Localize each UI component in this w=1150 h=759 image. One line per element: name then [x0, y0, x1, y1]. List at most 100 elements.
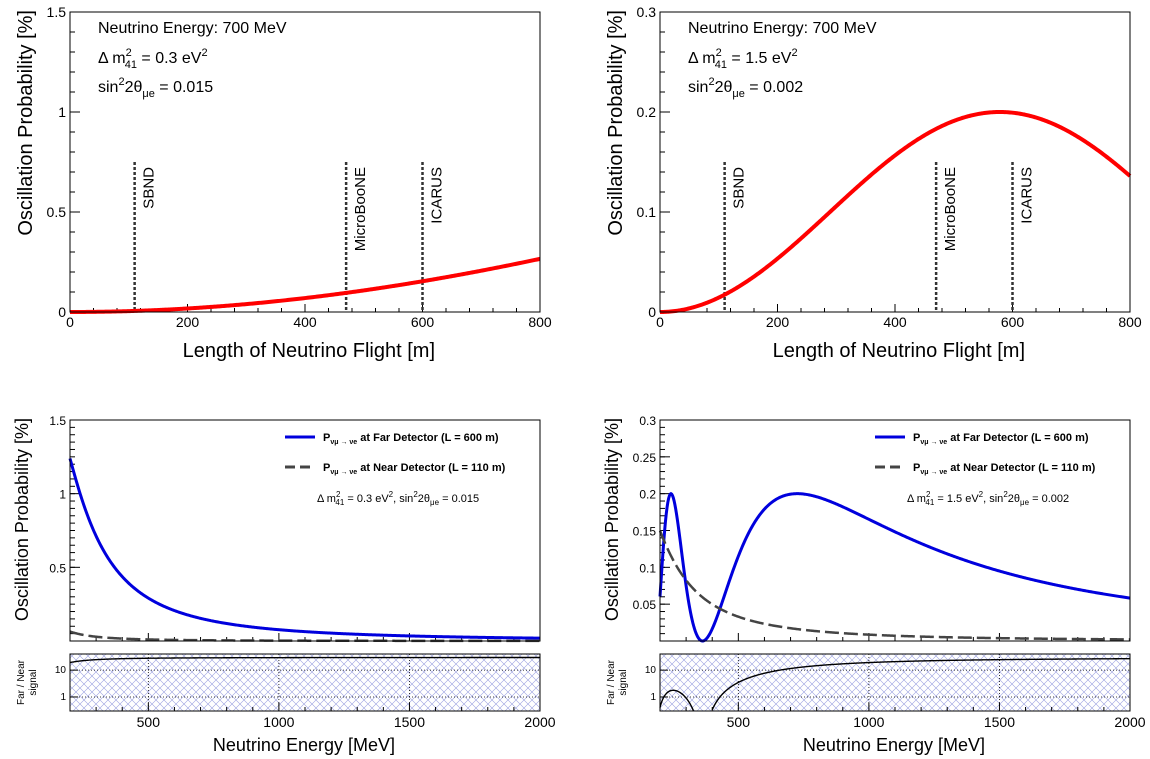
text-part: sin	[98, 79, 118, 96]
ratio-y-title-1: Far / Near	[606, 659, 617, 705]
text-part: νμ → νe	[330, 469, 357, 476]
y-tick-label: 1	[58, 104, 66, 120]
y-tick-label: 0.1	[639, 561, 656, 575]
chart-br: 0.05 0.1 0.15 0.2 0.25 0.3 Pνμ → νe at Far Det…	[602, 414, 1146, 755]
text-part: 41	[125, 59, 137, 71]
ratio-y-title-1: Far / Near	[16, 659, 27, 705]
y-tick-label: 0	[648, 304, 656, 320]
x-tick-label: 800	[528, 314, 552, 330]
text-part: at Far Detector (L = 600 m)	[947, 432, 1089, 444]
y-tick-label: 0	[58, 304, 66, 320]
text-part: at Far Detector (L = 600 m)	[357, 432, 499, 444]
detector-label: MicroBooNE	[942, 167, 959, 251]
x-tick-label: 200	[766, 314, 790, 330]
text-part: P	[913, 462, 920, 474]
y-tick-label: 0.15	[633, 525, 657, 539]
ratio-y-tick-label: 1	[60, 692, 66, 703]
detector-label: MicroBooNE	[352, 167, 369, 251]
text-part: Δ m	[317, 493, 336, 505]
ratio-hatch-band	[660, 654, 1130, 711]
annotation-mixing: sin22θμe = 0.002	[688, 76, 803, 100]
text-part: = 0.015	[439, 493, 479, 505]
annotation-energy: Neutrino Energy: 700 MeV	[688, 20, 877, 37]
legend: Pνμ → νe at Far Detector (L = 600 m)Pνμ …	[285, 432, 506, 476]
y-axis-title: Oscillation Probability [%]	[605, 10, 627, 236]
text-part: , sin	[983, 493, 1003, 505]
y-tick-label: 0.25	[633, 451, 657, 465]
text-part: = 0.3 eV	[344, 493, 389, 505]
ratio-pad: 1 10 500 1000 1500 2000 Far / Near signal	[16, 653, 556, 730]
y-tick-label: 1.5	[47, 4, 67, 20]
text-part: μe	[732, 88, 744, 100]
y-tick-label: 0.05	[633, 598, 657, 612]
y-tick-label: 1.5	[49, 414, 66, 428]
x-axis-title: Neutrino Energy [MeV]	[213, 735, 395, 755]
text-part: = 0.3 eV	[137, 50, 202, 67]
series-line-probability	[70, 256, 541, 314]
text-part: νμ → νe	[330, 439, 357, 446]
annotation-dm2: Δ m2 41 = 0.3 eV2	[98, 47, 208, 71]
y-tick-label: 0.1	[637, 204, 657, 220]
x-tick-label: 1000	[853, 714, 884, 730]
x-tick-label: 1500	[984, 714, 1015, 730]
y-tick-label: 0.3	[639, 414, 656, 428]
chart-tl: 0 200 400 600 800 0 0.5 1 1.5 SBND MicroBooNE ICARU…	[15, 4, 552, 362]
ratio-y-tick-label: 10	[55, 665, 67, 676]
legend-label-1: Pνμ → νe at Near Detector (L = 110 m)	[323, 462, 506, 476]
text-part: 41	[925, 498, 934, 507]
y-tick-label: 1	[59, 488, 66, 502]
text-part: 2	[126, 47, 132, 59]
series-line-far	[658, 491, 1131, 643]
x-tick-label: 200	[176, 314, 200, 330]
text-part: 2	[708, 76, 714, 88]
ratio-pad: 1 10 500 1000 1500 2000 Far / Near signal	[606, 653, 1146, 730]
legend-label-0: Pνμ → νe at Far Detector (L = 600 m)	[323, 432, 499, 446]
text-part: 2	[413, 490, 418, 499]
chart-tr: 0 200 400 600 800 0 0.1 0.2 0.3 SBND MicroBooNE ICA…	[605, 4, 1142, 362]
text-part: 2θ	[125, 79, 143, 96]
x-tick-label: 2000	[524, 714, 555, 730]
x-tick-label: 0	[66, 314, 74, 330]
x-tick-label: 0	[656, 314, 664, 330]
text-part: P	[913, 432, 920, 444]
x-axis-title: Length of Neutrino Flight [m]	[183, 340, 435, 362]
annotation-dm2: Δ m2 41 = 1.5 eV2	[688, 47, 798, 71]
info-parameters: Δ m2 41 = 1.5 eV2, sin22θμe = 0.002	[907, 490, 1069, 507]
text-part: = 1.5 eV	[727, 50, 792, 67]
y-axis-title: Oscillation Probability [%]	[602, 418, 622, 621]
x-tick-label: 500	[727, 714, 751, 730]
series-line-probability	[659, 110, 1132, 314]
y-tick-label: 0.2	[639, 488, 656, 502]
text-part: Δ m	[907, 493, 926, 505]
text-part: Δ m	[98, 50, 126, 67]
text-part: 2	[1003, 490, 1008, 499]
plot-frame	[69, 11, 541, 313]
x-tick-label: 600	[1001, 314, 1025, 330]
detector-label: SBND	[141, 167, 158, 209]
y-axis-title: Oscillation Probability [%]	[15, 10, 37, 236]
ratio-line-far-near	[69, 656, 540, 664]
ratio-line-far-near	[659, 657, 1130, 712]
text-part: at Near Detector (L = 110 m)	[357, 462, 505, 474]
detector-label: ICARUS	[1019, 167, 1036, 224]
y-tick-label: 0.5	[49, 561, 66, 575]
legend: Pνμ → νe at Far Detector (L = 600 m)Pνμ …	[875, 432, 1096, 476]
x-tick-label: 800	[1118, 314, 1142, 330]
text-part: , sin	[393, 493, 413, 505]
text-part: P	[323, 432, 330, 444]
text-part: 2θ	[715, 79, 733, 96]
ratio-y-title-2: signal	[28, 669, 39, 695]
legend-label-1: Pνμ → νe at Near Detector (L = 110 m)	[913, 462, 1096, 476]
annotation-energy: Neutrino Energy: 700 MeV	[98, 20, 287, 37]
series-line-near	[658, 530, 1131, 641]
text-part: 41	[335, 498, 344, 507]
ratio-y-title-2: signal	[618, 669, 629, 695]
detector-label: ICARUS	[429, 167, 446, 224]
text-part: 2θ	[418, 493, 430, 505]
y-axis-title: Oscillation Probability [%]	[12, 418, 32, 621]
plot-frame	[659, 11, 1131, 313]
detector-label: SBND	[731, 167, 748, 209]
x-tick-label: 400	[883, 314, 907, 330]
x-tick-label: 600	[411, 314, 435, 330]
x-tick-label: 1000	[263, 714, 294, 730]
